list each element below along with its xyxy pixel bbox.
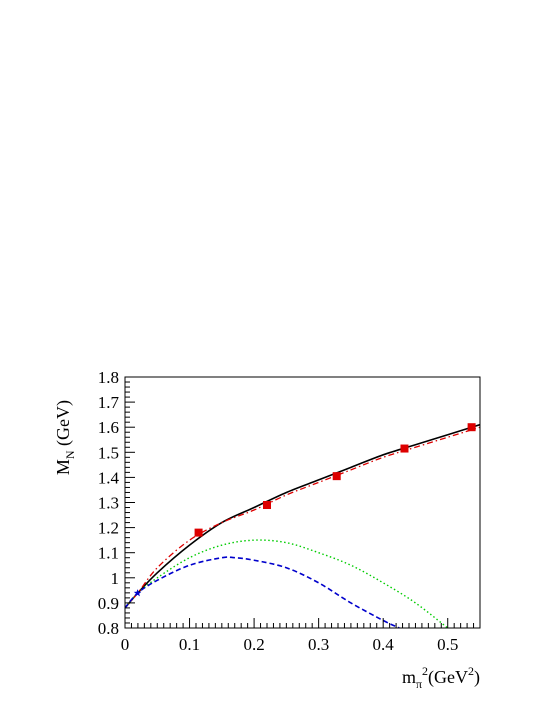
y-tick-label: 1.5 (98, 443, 119, 462)
x-axis-label: mπ2(GeV2) (402, 664, 480, 691)
x-axis-label-unit-close: ) (474, 667, 480, 688)
x-tick-label: 0.2 (243, 635, 264, 654)
y-tick-label: 1.1 (98, 544, 119, 563)
curves-layer (125, 423, 480, 628)
x-axis-label-base: m (402, 667, 416, 687)
data-point-lattice (194, 528, 203, 537)
plot-frame (124, 376, 481, 629)
x-axis-label-sub: π (416, 677, 422, 691)
y-axis-label-rest: (GeV) (53, 400, 74, 450)
y-axis-label: MN (GeV) (53, 400, 77, 475)
y-tick-label: 1.6 (98, 418, 119, 437)
x-tick-label: 0.1 (179, 635, 200, 654)
series-curve-dashdot (125, 426, 480, 609)
x-tick-label: 0.5 (437, 635, 458, 654)
series-curve-solid (125, 423, 480, 609)
x-tick-label: 0 (121, 635, 130, 654)
y-tick-label: 1.2 (98, 519, 119, 538)
y-tick-label: 1.3 (98, 494, 119, 513)
x-tick-label: 0.4 (373, 635, 395, 654)
y-ticks-layer: 0.8 0.9 1 1.1 1.2 1.3 1.4 1.5 1.6 1.7 1.8 (98, 368, 135, 638)
y-tick-label: 1.8 (98, 368, 119, 387)
markers-layer (133, 423, 476, 597)
y-tick-label: 1 (111, 569, 120, 588)
y-tick-label: 1.4 (98, 468, 120, 487)
series-curve-dashed (125, 556, 400, 628)
data-point-lattice (467, 423, 476, 432)
x-axis-label-sup: 2 (422, 664, 428, 678)
y-axis-label-sub: N (63, 450, 77, 459)
y-tick-label: 0.9 (98, 594, 119, 613)
data-point-lattice (400, 444, 409, 453)
y-tick-label: 0.8 (98, 619, 119, 638)
data-point-physical (133, 589, 142, 597)
data-point-lattice (332, 472, 341, 481)
data-point-lattice (263, 501, 271, 510)
x-tick-label: 0.3 (308, 635, 329, 654)
x-ticks-layer: 0 0.1 0.2 0.3 0.4 0.5 (121, 618, 481, 654)
x-axis-label-unit-sup: 2 (468, 664, 474, 678)
y-axis-label-base: M (53, 459, 73, 475)
x-axis-label-unit: (GeV (428, 667, 468, 688)
y-tick-label: 1.7 (98, 393, 120, 412)
